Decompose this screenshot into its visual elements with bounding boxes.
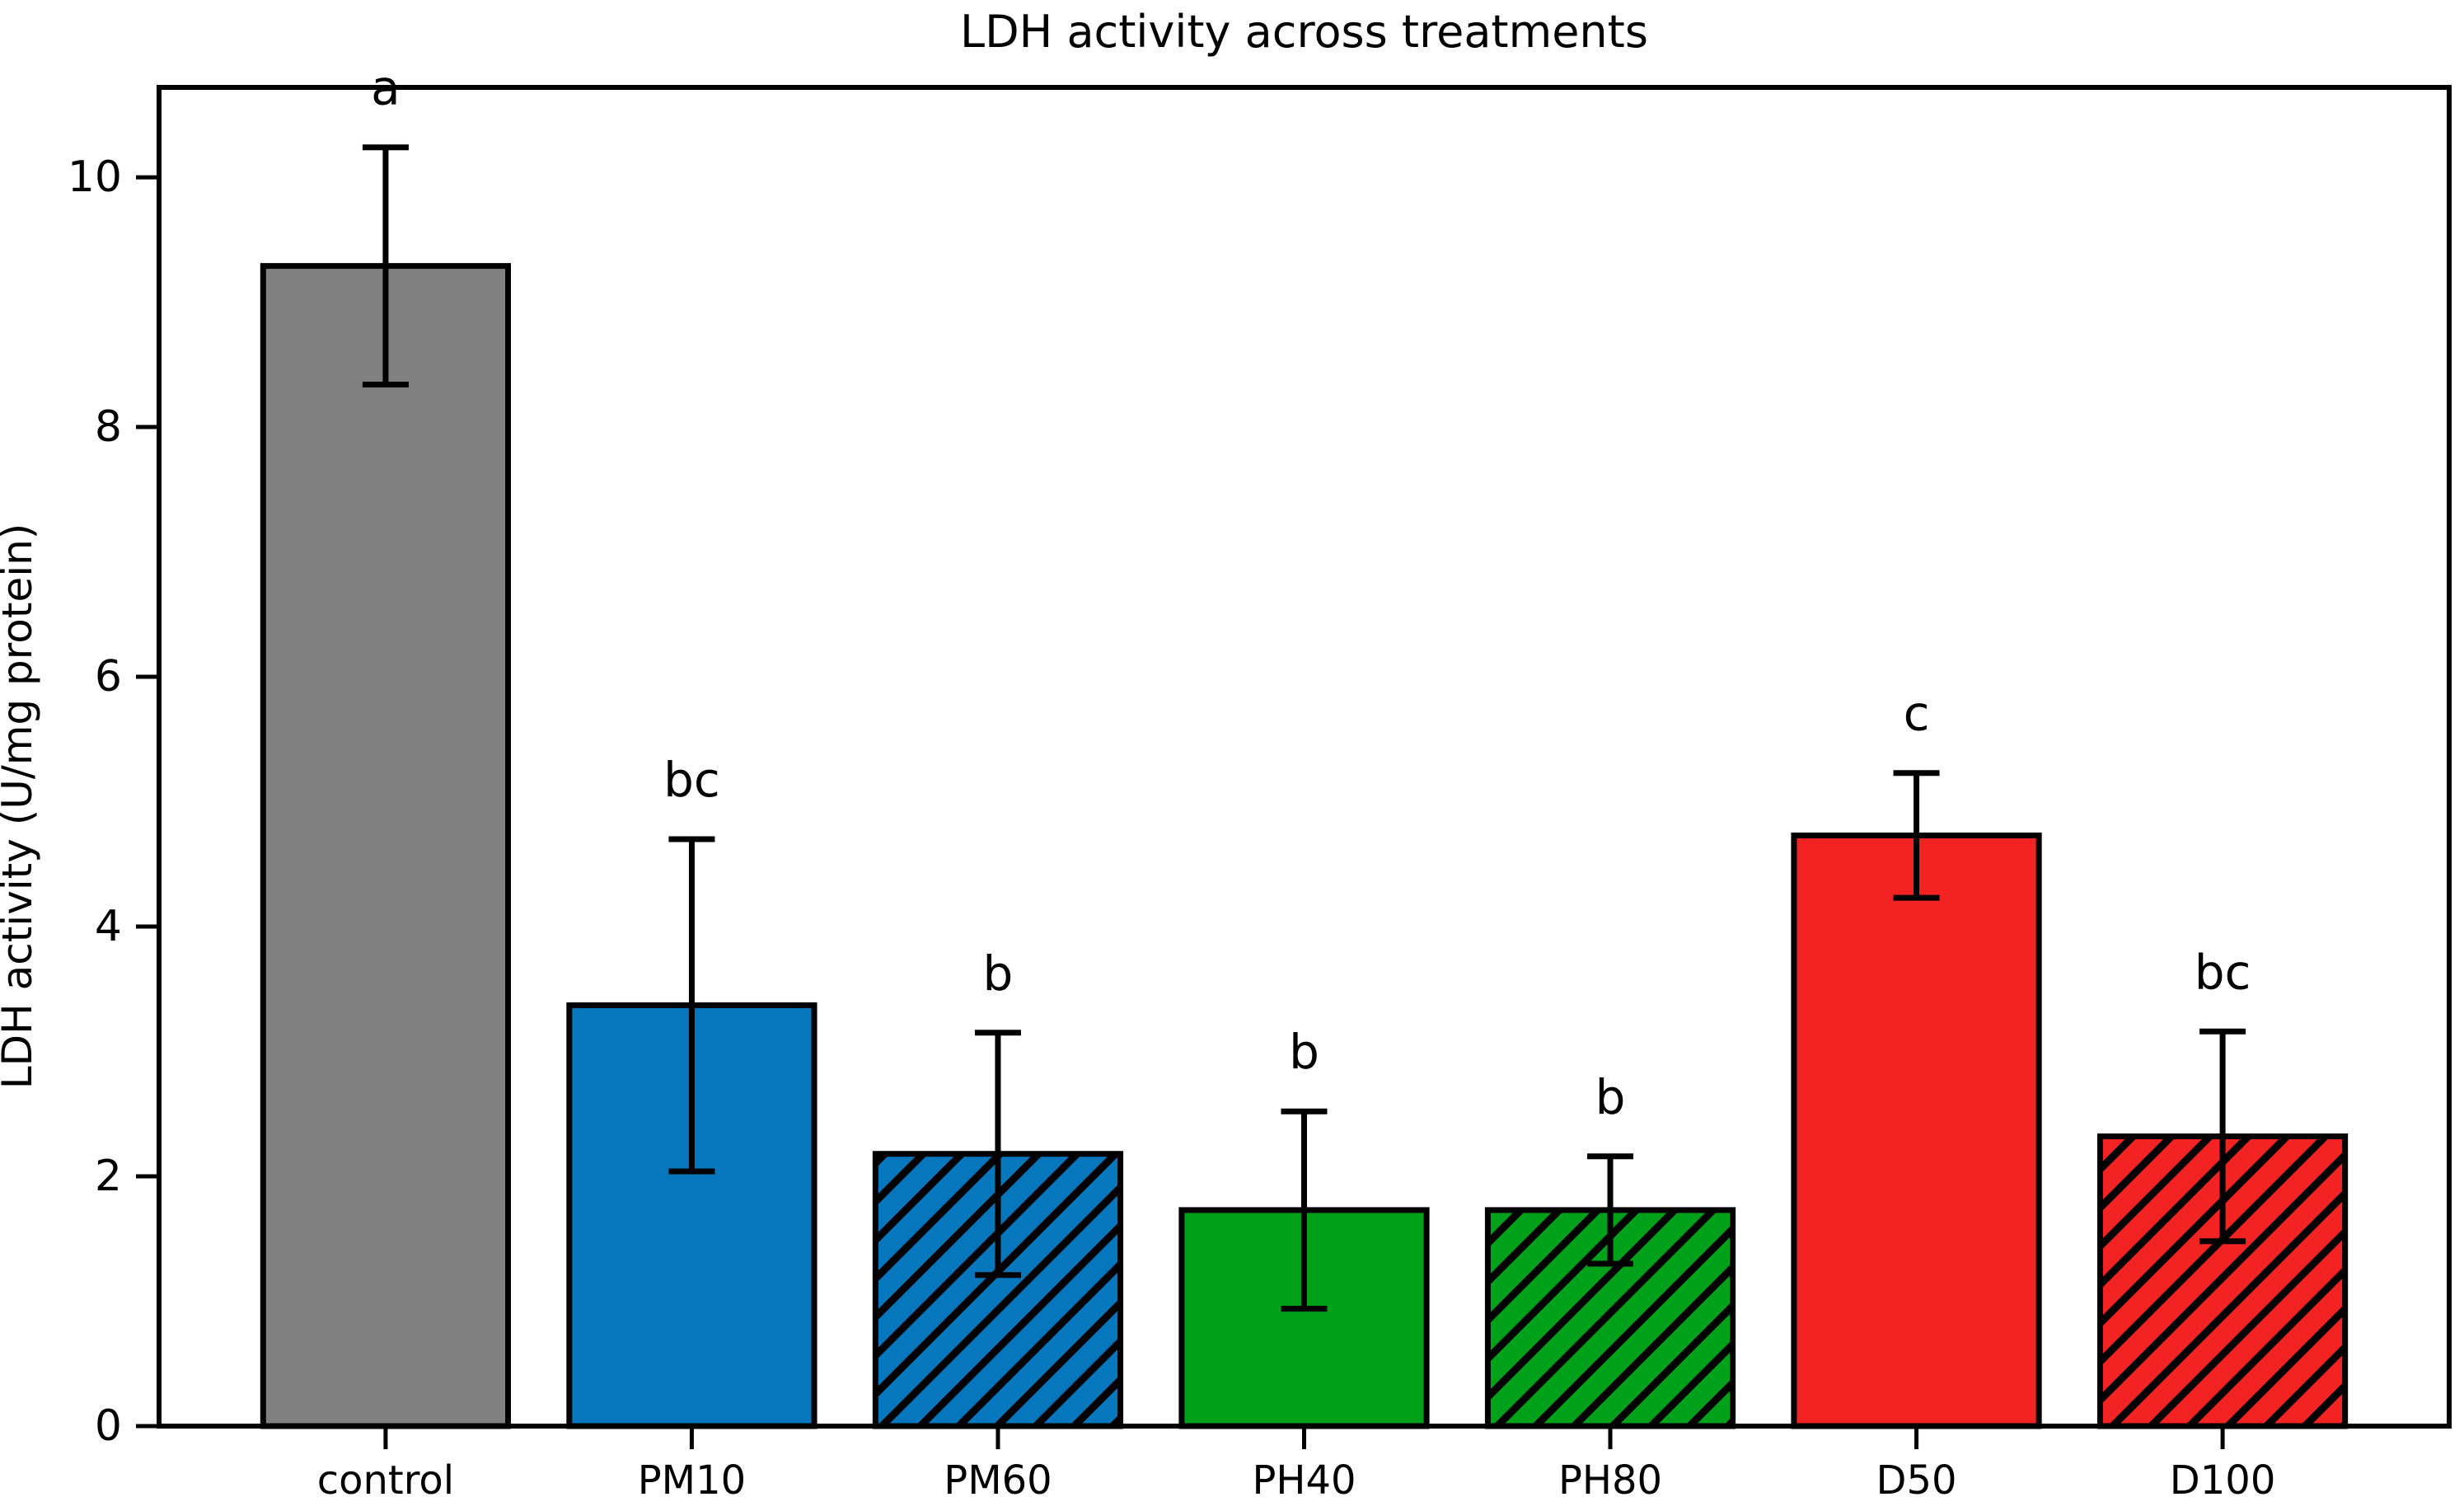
x-tick-label-PM10: PM10: [638, 1457, 746, 1504]
x-tick-label-D50: D50: [1876, 1457, 1957, 1504]
bar-control: [260, 263, 512, 1429]
y-tick-label-2: 2: [95, 1152, 122, 1201]
sig-letter-D50: c: [1904, 686, 1930, 742]
y-tick-label-4: 4: [95, 902, 122, 951]
errorbar-PM10: [668, 836, 715, 1175]
y-tick-label-10: 10: [68, 153, 122, 202]
sig-letter-PH40: b: [1289, 1024, 1319, 1080]
x-tick-label-control: control: [317, 1457, 454, 1504]
sig-letter-D100: bc: [2195, 944, 2251, 1000]
sig-letter-PM10: bc: [663, 752, 720, 808]
x-tick-label-PH40: PH40: [1252, 1457, 1356, 1504]
y-tick-label-8: 8: [95, 402, 122, 452]
x-tick-label-D100: D100: [2170, 1457, 2276, 1504]
sig-letter-PM60: b: [983, 946, 1014, 1002]
bar-D50: [1791, 832, 2042, 1429]
bar-PH80: [1484, 1207, 1736, 1429]
sig-letter-PH80: b: [1595, 1069, 1626, 1125]
x-tick-label-PH80: PH80: [1558, 1457, 1662, 1504]
errorbar-PM60: [974, 1030, 1021, 1279]
errorbar-PH80: [1587, 1153, 1634, 1267]
x-tick-label-PM60: PM60: [944, 1457, 1052, 1504]
chart-title: LDH activity across treatments: [960, 6, 1648, 58]
errorbar-control: [362, 144, 409, 388]
errorbar-D100: [2199, 1028, 2246, 1245]
y-tick-label-0: 0: [95, 1401, 122, 1451]
y-tick-label-6: 6: [95, 652, 122, 702]
sig-letter-control: a: [371, 60, 401, 116]
errorbar-PH40: [1281, 1108, 1328, 1312]
errorbar-D50: [1893, 770, 1940, 901]
y-axis-label: LDH activity (U/mg protein): [0, 523, 41, 1090]
